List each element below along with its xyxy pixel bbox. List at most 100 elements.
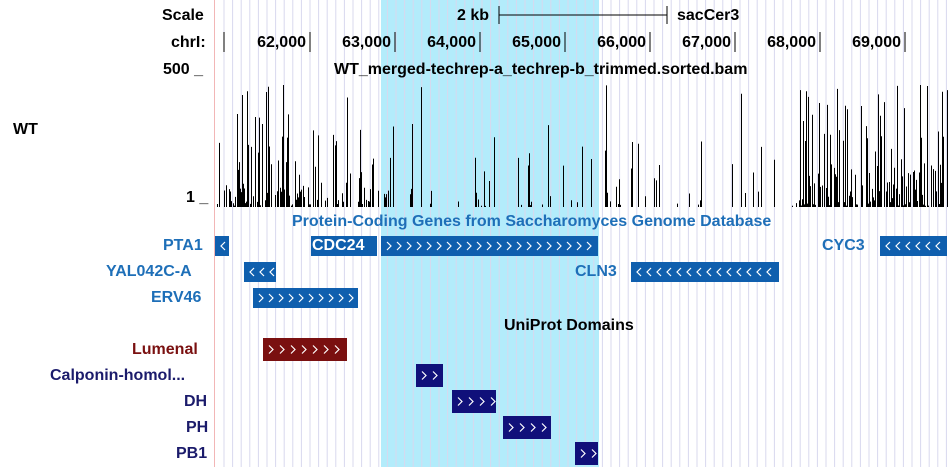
strand-chevron [348,293,354,303]
genes-track-title[interactable]: Protein-Coding Genes from Saccharomyces … [292,213,772,230]
strand-arrows [421,371,438,380]
gene-feature-pta1[interactable] [215,236,229,256]
strand-chevron [323,345,329,354]
domain-feature-ph[interactable] [503,416,551,439]
gene-feature-erv46[interactable] [253,288,358,308]
strand-arrows [268,345,340,354]
strand-chevron [406,241,412,251]
strand-chevron [259,267,265,277]
ruler-tick-label: 65,000 [512,34,561,51]
strand-chevron [736,267,742,277]
domain-feature-calponin[interactable] [416,364,443,387]
strand-chevron [519,423,525,432]
strand-chevron [566,241,572,251]
strand-chevron [279,345,285,354]
domain-feature-pb1[interactable] [575,442,598,465]
strand-chevron [666,267,672,277]
strand-chevron [556,241,562,251]
strand-arrows [386,241,592,251]
strand-chevron [486,241,492,251]
strand-chevron [479,397,485,406]
strand-chevron [416,241,422,251]
strand-chevron [490,397,496,406]
strand-arrows [258,293,354,303]
gene-feature-cln3[interactable] [631,262,779,282]
gene-feature-cyc3[interactable] [880,236,947,256]
ruler-tick-label: 66,000 [597,34,646,51]
strand-chevron [580,449,586,458]
strand-chevron [446,241,452,251]
strand-chevron [288,293,294,303]
strand-chevron [396,241,402,251]
strand-chevron [586,241,592,251]
gene-label-erv46[interactable]: ERV46 [151,289,202,306]
strand-chevron [885,241,891,251]
strand-chevron [334,345,340,354]
strand-chevron [516,241,522,251]
strand-chevron [312,345,318,354]
strand-chevron [506,241,512,251]
strand-chevron [308,293,314,303]
strand-chevron [328,293,334,303]
scale-bar-label: 2 kb [457,7,490,24]
domain-label-dh[interactable]: DH [184,393,208,410]
strand-chevron [716,267,722,277]
strand-arrows [249,267,275,277]
gene-feature-yal042c-a[interactable] [244,262,276,282]
strand-chevron [269,267,275,277]
strand-chevron [636,267,642,277]
strand-chevron [426,241,432,251]
ruler-tick-label: 63,000 [342,34,391,51]
domain-label-ph[interactable]: PH [186,419,209,436]
strand-chevron [706,267,712,277]
gene-label-yal042c-a[interactable]: YAL042C-A [106,263,192,280]
y-axis-min-label: 1 _ [186,189,209,206]
gene-label-cln3[interactable]: CLN3 [575,263,617,280]
strand-arrows [508,423,547,432]
gene-label-cyc3[interactable]: CYC3 [822,237,865,254]
highlight-region [381,0,599,467]
strand-chevron [656,267,662,277]
strand-chevron [258,293,264,303]
ruler-tick-label: 68,000 [767,34,816,51]
ruler-tick-label: 62,000 [257,34,306,51]
gene-label-cdc24: CDC24 [312,237,365,254]
uniprot-track-title[interactable]: UniProt Domains [504,317,634,334]
strand-chevron [756,267,762,277]
strand-chevron [318,293,324,303]
strand-chevron [925,241,931,251]
domain-feature-lumenal[interactable] [263,338,347,361]
ruler-tick-label: 69,000 [852,34,901,51]
strand-chevron [935,241,941,251]
strand-chevron [386,241,392,251]
strand-chevron [766,267,772,277]
strand-chevron [301,345,307,354]
y-axis-max-label: 500 _ [163,61,204,78]
strand-chevron [290,345,296,354]
strand-chevron [541,423,547,432]
gene-feature-cdc24[interactable] [381,236,598,256]
strand-arrows [885,241,941,251]
domain-label-calponin[interactable]: Calponin-homol... [50,367,186,384]
scale-label: Scale [162,7,204,24]
strand-chevron [746,267,752,277]
wt-sample-label[interactable]: WT [13,121,38,138]
domain-feature-dh[interactable] [452,390,496,413]
strand-chevron [338,293,344,303]
strand-chevron [298,293,304,303]
strand-chevron [696,267,702,277]
strand-chevron [676,267,682,277]
strand-chevron [686,267,692,277]
strand-chevron [915,241,921,251]
strand-chevron [476,241,482,251]
wt-track-title[interactable]: WT_merged-techrep-a_techrep-b_trimmed.so… [334,61,748,78]
strand-chevron [466,241,472,251]
strand-chevron [278,293,284,303]
gene-feature-cdc24-label-box[interactable]: CDC24 [311,236,377,256]
gene-label-pta1[interactable]: PTA1 [163,237,203,254]
domain-label-pb1[interactable]: PB1 [176,445,208,462]
strand-chevron [220,241,226,251]
domain-label-lumenal[interactable]: Lumenal [132,341,198,358]
